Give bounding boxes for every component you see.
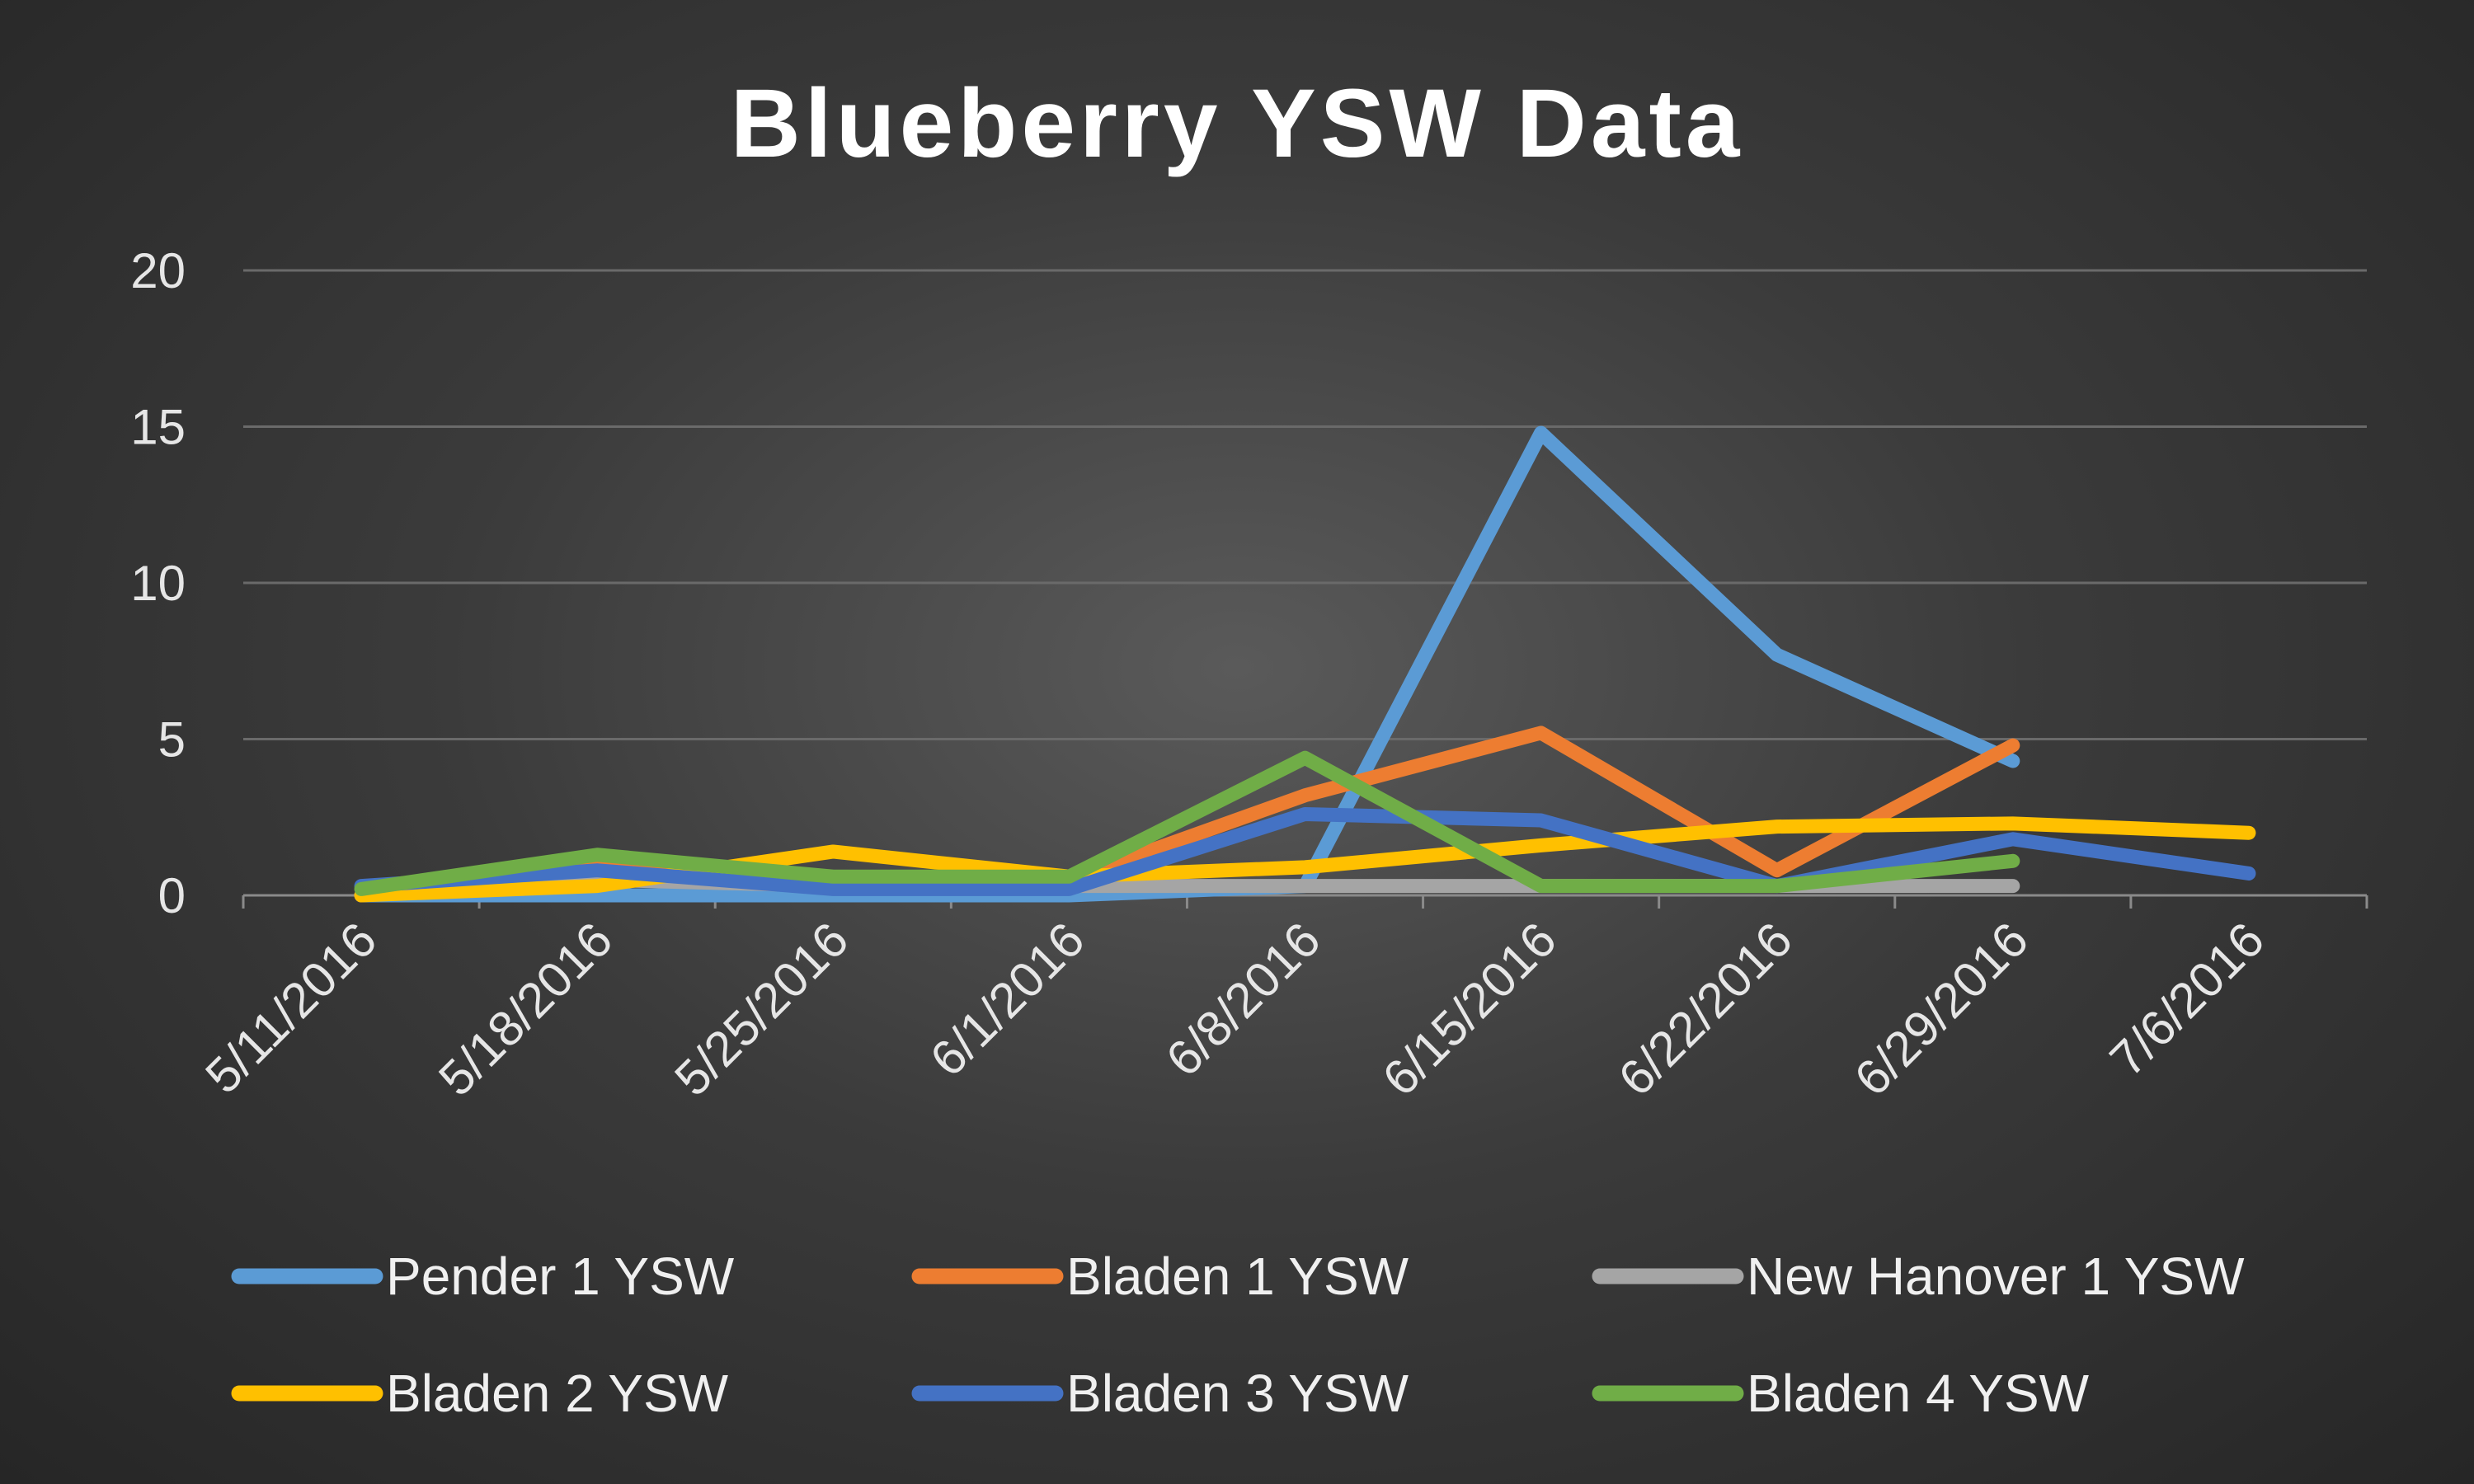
x-tick-label: 6/1/2016 bbox=[920, 912, 1095, 1087]
x-tick-label: 6/8/2016 bbox=[1155, 912, 1331, 1087]
series-line-bladen-4-ysw bbox=[354, 750, 2020, 896]
legend-label: Pender 1 YSW bbox=[386, 1247, 735, 1306]
axes: 0 5 10 15 20 5/11/2016 5/18/2016 5/25/2016 6/1/2… bbox=[130, 243, 2368, 1106]
legend-label: Bladen 1 YSW bbox=[1066, 1247, 1409, 1306]
y-tick-label: 20 bbox=[130, 243, 186, 298]
y-tick-label: 15 bbox=[130, 400, 186, 455]
x-tick-label: 6/29/2016 bbox=[1844, 912, 2039, 1106]
y-tick-label: 10 bbox=[130, 556, 186, 611]
x-tick-label: 6/22/2016 bbox=[1608, 912, 1803, 1106]
y-tick-label: 5 bbox=[158, 712, 186, 768]
y-tick-label: 0 bbox=[158, 868, 186, 923]
x-tick-label: 5/18/2016 bbox=[428, 912, 623, 1106]
legend-label: Bladen 3 YSW bbox=[1066, 1364, 1409, 1423]
gridlines bbox=[243, 269, 2367, 740]
x-tick-label: 5/11/2016 bbox=[195, 912, 387, 1104]
series-lines bbox=[354, 425, 2256, 903]
x-tick-label: 6/15/2016 bbox=[1372, 912, 1567, 1106]
legend-label: Bladen 4 YSW bbox=[1747, 1364, 2090, 1423]
chart-title: Blueberry YSW Data bbox=[731, 69, 1744, 178]
legend-label: Bladen 2 YSW bbox=[386, 1364, 729, 1423]
legend: Pender 1 YSW Bladen 1 YSW New Hanover 1 YS… bbox=[231, 1247, 2245, 1423]
x-tick-label: 7/6/2016 bbox=[2100, 912, 2275, 1087]
x-tick-label: 5/25/2016 bbox=[664, 912, 858, 1106]
legend-label: New Hanover 1 YSW bbox=[1747, 1247, 2245, 1306]
series-line-bladen-3-ysw bbox=[354, 806, 2256, 896]
